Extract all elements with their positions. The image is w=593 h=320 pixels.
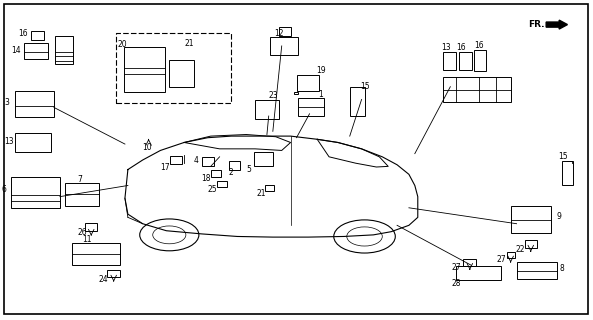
Text: 25: 25 xyxy=(208,185,218,194)
Text: 1: 1 xyxy=(318,90,323,99)
Bar xyxy=(72,243,120,265)
Bar xyxy=(217,181,227,187)
Text: 7: 7 xyxy=(78,175,82,184)
Bar xyxy=(562,161,573,185)
Bar xyxy=(124,47,165,92)
Bar xyxy=(506,252,515,258)
Text: 21: 21 xyxy=(184,39,193,48)
Bar xyxy=(15,133,51,152)
Bar xyxy=(296,75,319,91)
Text: 13: 13 xyxy=(4,137,14,146)
Bar xyxy=(459,52,472,70)
Bar xyxy=(15,92,54,117)
Bar xyxy=(463,259,476,266)
Text: 5: 5 xyxy=(246,165,251,174)
Text: 28: 28 xyxy=(451,279,461,288)
Bar xyxy=(31,31,44,40)
Text: 12: 12 xyxy=(274,29,283,38)
Bar xyxy=(211,170,221,177)
Bar xyxy=(270,37,298,55)
Bar xyxy=(254,152,273,166)
Bar xyxy=(11,177,60,208)
Bar xyxy=(264,185,274,191)
Text: 11: 11 xyxy=(82,235,92,244)
Text: 10: 10 xyxy=(143,143,152,152)
Bar xyxy=(202,157,214,166)
Bar xyxy=(456,267,500,280)
Bar xyxy=(474,50,486,71)
Text: 19: 19 xyxy=(317,66,326,75)
Bar xyxy=(443,52,456,70)
Bar xyxy=(517,262,557,278)
Text: 16: 16 xyxy=(474,41,484,51)
Bar xyxy=(24,44,48,59)
Text: 15: 15 xyxy=(558,152,568,161)
Text: 13: 13 xyxy=(441,43,451,52)
Text: 2: 2 xyxy=(228,168,233,177)
Text: 8: 8 xyxy=(559,264,564,274)
Bar xyxy=(294,92,298,94)
Text: 17: 17 xyxy=(161,163,170,172)
Text: 4: 4 xyxy=(193,156,199,164)
Bar xyxy=(443,76,511,102)
Bar xyxy=(55,36,73,64)
Bar xyxy=(170,156,181,164)
Text: 3: 3 xyxy=(4,98,9,107)
Text: 22: 22 xyxy=(515,245,525,254)
Text: 27: 27 xyxy=(451,263,461,272)
Text: 18: 18 xyxy=(201,174,211,183)
Text: 9: 9 xyxy=(557,212,562,221)
Text: 16: 16 xyxy=(18,29,28,38)
Text: FR.: FR. xyxy=(528,20,545,29)
Bar xyxy=(525,240,537,248)
Bar xyxy=(255,100,279,119)
Bar xyxy=(298,98,324,116)
Bar xyxy=(279,27,291,36)
Text: 20: 20 xyxy=(117,40,127,49)
Text: 24: 24 xyxy=(98,275,108,284)
Text: 14: 14 xyxy=(11,46,21,55)
Bar xyxy=(107,270,120,277)
Text: 23: 23 xyxy=(269,91,278,100)
Text: 27: 27 xyxy=(496,255,506,264)
FancyArrow shape xyxy=(546,20,568,29)
Text: 21: 21 xyxy=(256,189,266,198)
Bar xyxy=(65,183,99,206)
Text: 15: 15 xyxy=(361,82,370,91)
Bar xyxy=(170,60,194,87)
Text: 16: 16 xyxy=(456,43,466,52)
Text: 6: 6 xyxy=(2,185,7,194)
Text: 26: 26 xyxy=(78,228,87,237)
Bar xyxy=(85,223,97,231)
Bar xyxy=(511,205,551,233)
Bar xyxy=(350,87,365,116)
Bar xyxy=(229,161,240,170)
